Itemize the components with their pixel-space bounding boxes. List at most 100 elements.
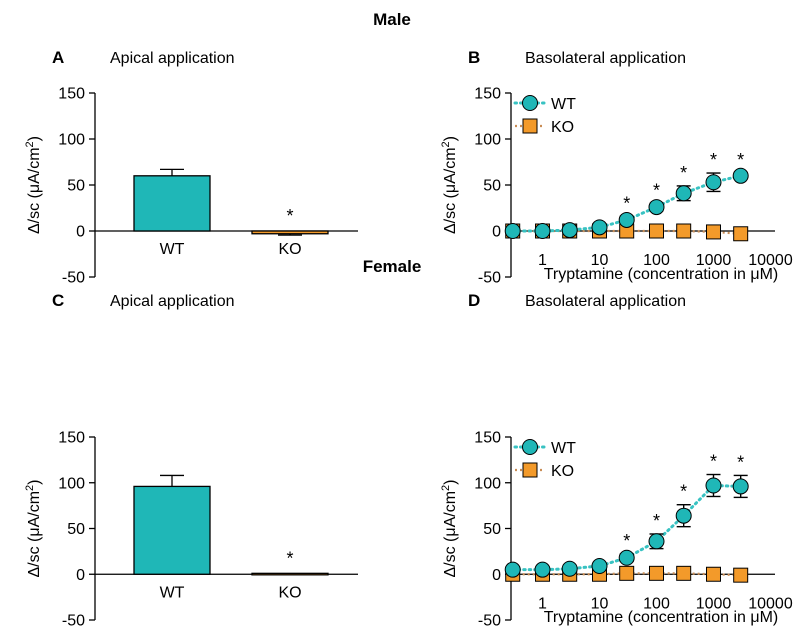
point-ko xyxy=(676,223,692,239)
significance-marker: * xyxy=(653,180,660,200)
significance-marker: * xyxy=(623,193,630,213)
point-wt xyxy=(732,478,749,495)
y-tick-label: -50 xyxy=(478,270,501,287)
point-wt xyxy=(618,211,635,228)
x-axis-label: Tryptamine (concentration in μM) xyxy=(544,609,778,626)
point-wt xyxy=(648,199,665,216)
y-tick-label: 100 xyxy=(474,475,501,492)
point-ko xyxy=(733,226,749,242)
panel-letter: C xyxy=(52,291,64,310)
point-wt xyxy=(648,533,665,550)
x-tick-label: 100 xyxy=(643,595,670,612)
x-tick-label: 10000 xyxy=(748,252,793,269)
significance-marker: * xyxy=(737,452,744,472)
x-tick-label: 1 xyxy=(538,595,547,612)
bar-wt xyxy=(133,175,211,232)
series-line-ko xyxy=(512,229,741,235)
point-ko xyxy=(648,565,664,581)
significance-marker: * xyxy=(680,163,687,183)
point-wt xyxy=(561,222,578,239)
point-wt xyxy=(591,219,608,236)
panel-title: Basolateral application xyxy=(525,293,686,310)
point-wt xyxy=(675,507,692,524)
significance-marker: * xyxy=(286,548,293,568)
x-tick-label: KO xyxy=(278,584,301,601)
point-wt xyxy=(561,560,578,577)
y-tick-label: 0 xyxy=(76,224,85,241)
y-tick-label: 150 xyxy=(474,86,501,103)
x-tick-label: 10000 xyxy=(748,595,793,612)
significance-marker: * xyxy=(680,482,687,502)
point-wt xyxy=(534,561,551,578)
significance-marker: * xyxy=(710,150,717,170)
y-tick-label: 150 xyxy=(58,86,85,103)
point-wt xyxy=(675,185,692,202)
panel-letter: A xyxy=(52,48,64,67)
y-tick-label: 100 xyxy=(58,475,85,492)
point-wt xyxy=(732,167,749,184)
y-tick-label: 100 xyxy=(474,132,501,149)
x-tick-label: 1000 xyxy=(696,252,732,269)
panel-d: D Basolateral application -50 0 50 100 150 Δ/sc… xyxy=(440,291,793,630)
legend-label-ko: KO xyxy=(551,463,574,480)
section-title-male: Male xyxy=(373,10,411,29)
y-tick-label: 100 xyxy=(58,132,85,149)
point-ko xyxy=(648,223,664,239)
point-wt xyxy=(591,558,608,575)
point-ko xyxy=(705,224,721,240)
y-tick-label: 50 xyxy=(67,521,85,538)
point-ko xyxy=(619,565,635,581)
x-tick-label: 1 xyxy=(538,252,547,269)
panel-a: A Apical application -50 0 50 100 150 Δ/sc (μA/… xyxy=(24,48,358,287)
x-tick-label: 1000 xyxy=(696,595,732,612)
panel-b: B Basolateral application -50 0 50 100 150 Δ/sc… xyxy=(440,48,793,287)
y-tick-label: -50 xyxy=(478,613,501,630)
y-axis-label: Δ/sc (μA/cm2) xyxy=(24,479,43,577)
series-line-ko xyxy=(512,572,741,577)
point-wt xyxy=(705,477,722,494)
y-tick-label: 0 xyxy=(492,567,501,584)
point-wt xyxy=(504,223,521,239)
x-axis-label: Tryptamine (concentration in μM) xyxy=(544,266,778,283)
panel-title: Basolateral application xyxy=(525,50,686,67)
y-axis-label: Δ/sc (μA/cm2) xyxy=(440,479,459,577)
bar-ko xyxy=(251,572,329,576)
panel-letter: D xyxy=(468,291,480,310)
significance-marker: * xyxy=(623,531,630,551)
x-tick-label: WT xyxy=(160,584,185,601)
point-wt xyxy=(504,561,521,578)
significance-marker: * xyxy=(286,206,293,226)
x-tick-label: 10 xyxy=(591,252,609,269)
y-tick-label: 150 xyxy=(58,430,85,447)
y-axis-label: Δ/sc (μA/cm2) xyxy=(440,136,459,234)
legend-marker-ko xyxy=(522,118,538,134)
legend-label-wt: WT xyxy=(551,440,576,457)
y-tick-label: 50 xyxy=(483,521,501,538)
significance-marker: * xyxy=(653,511,660,531)
panel-letter: B xyxy=(468,48,480,67)
legend-marker-wt xyxy=(522,95,538,111)
point-wt xyxy=(705,174,722,191)
y-tick-label: 0 xyxy=(492,224,501,241)
x-tick-label: 10 xyxy=(591,595,609,612)
y-tick-label: 50 xyxy=(67,178,85,195)
point-wt xyxy=(618,549,635,566)
x-tick-label: WT xyxy=(160,241,185,258)
y-tick-label: -50 xyxy=(62,613,85,630)
y-axis-label: Δ/sc (μA/cm2) xyxy=(24,136,43,234)
legend-marker-ko xyxy=(522,462,538,478)
legend-marker-wt xyxy=(522,439,538,455)
point-ko xyxy=(733,567,749,583)
panel-title: Apical application xyxy=(110,293,235,310)
bar-ko xyxy=(251,230,329,235)
significance-marker: * xyxy=(710,452,717,472)
panel-title: Apical application xyxy=(110,50,235,67)
legend-label-ko: KO xyxy=(551,119,574,136)
legend-label-wt: WT xyxy=(551,96,576,113)
y-tick-label: -50 xyxy=(62,270,85,287)
point-wt xyxy=(534,223,551,239)
point-ko xyxy=(705,566,721,582)
y-tick-label: 0 xyxy=(76,567,85,584)
